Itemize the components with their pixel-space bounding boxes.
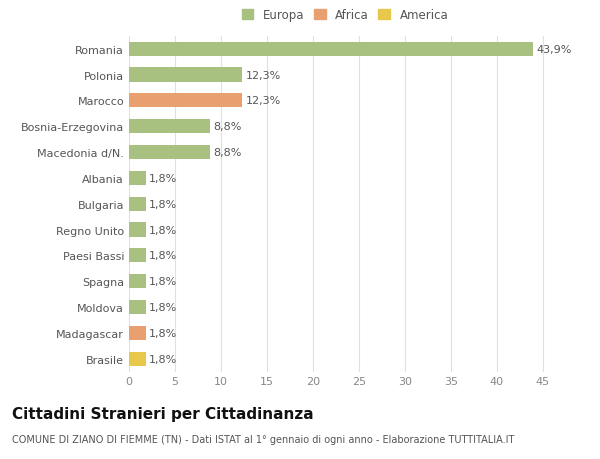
Text: Cittadini Stranieri per Cittadinanza: Cittadini Stranieri per Cittadinanza — [12, 406, 314, 421]
Bar — [129, 197, 146, 211]
Text: 12,3%: 12,3% — [246, 70, 281, 80]
Bar — [129, 352, 146, 366]
Bar — [129, 120, 210, 134]
Text: 1,8%: 1,8% — [149, 354, 178, 364]
Text: 8,8%: 8,8% — [214, 122, 242, 132]
Bar — [129, 146, 210, 160]
Text: 1,8%: 1,8% — [149, 251, 178, 261]
Text: 1,8%: 1,8% — [149, 225, 178, 235]
Text: 43,9%: 43,9% — [536, 45, 572, 55]
Bar — [129, 68, 242, 83]
Bar — [129, 43, 533, 57]
Bar — [129, 223, 146, 237]
Bar — [129, 326, 146, 340]
Bar — [129, 94, 242, 108]
Text: 1,8%: 1,8% — [149, 302, 178, 312]
Legend: Europa, Africa, America: Europa, Africa, America — [242, 9, 448, 22]
Text: 1,8%: 1,8% — [149, 174, 178, 184]
Text: 8,8%: 8,8% — [214, 148, 242, 158]
Bar — [129, 300, 146, 314]
Text: COMUNE DI ZIANO DI FIEMME (TN) - Dati ISTAT al 1° gennaio di ogni anno - Elabora: COMUNE DI ZIANO DI FIEMME (TN) - Dati IS… — [12, 434, 514, 444]
Text: 12,3%: 12,3% — [246, 96, 281, 106]
Text: 1,8%: 1,8% — [149, 328, 178, 338]
Text: 1,8%: 1,8% — [149, 277, 178, 286]
Text: 1,8%: 1,8% — [149, 199, 178, 209]
Bar — [129, 249, 146, 263]
Bar — [129, 274, 146, 289]
Bar — [129, 171, 146, 185]
